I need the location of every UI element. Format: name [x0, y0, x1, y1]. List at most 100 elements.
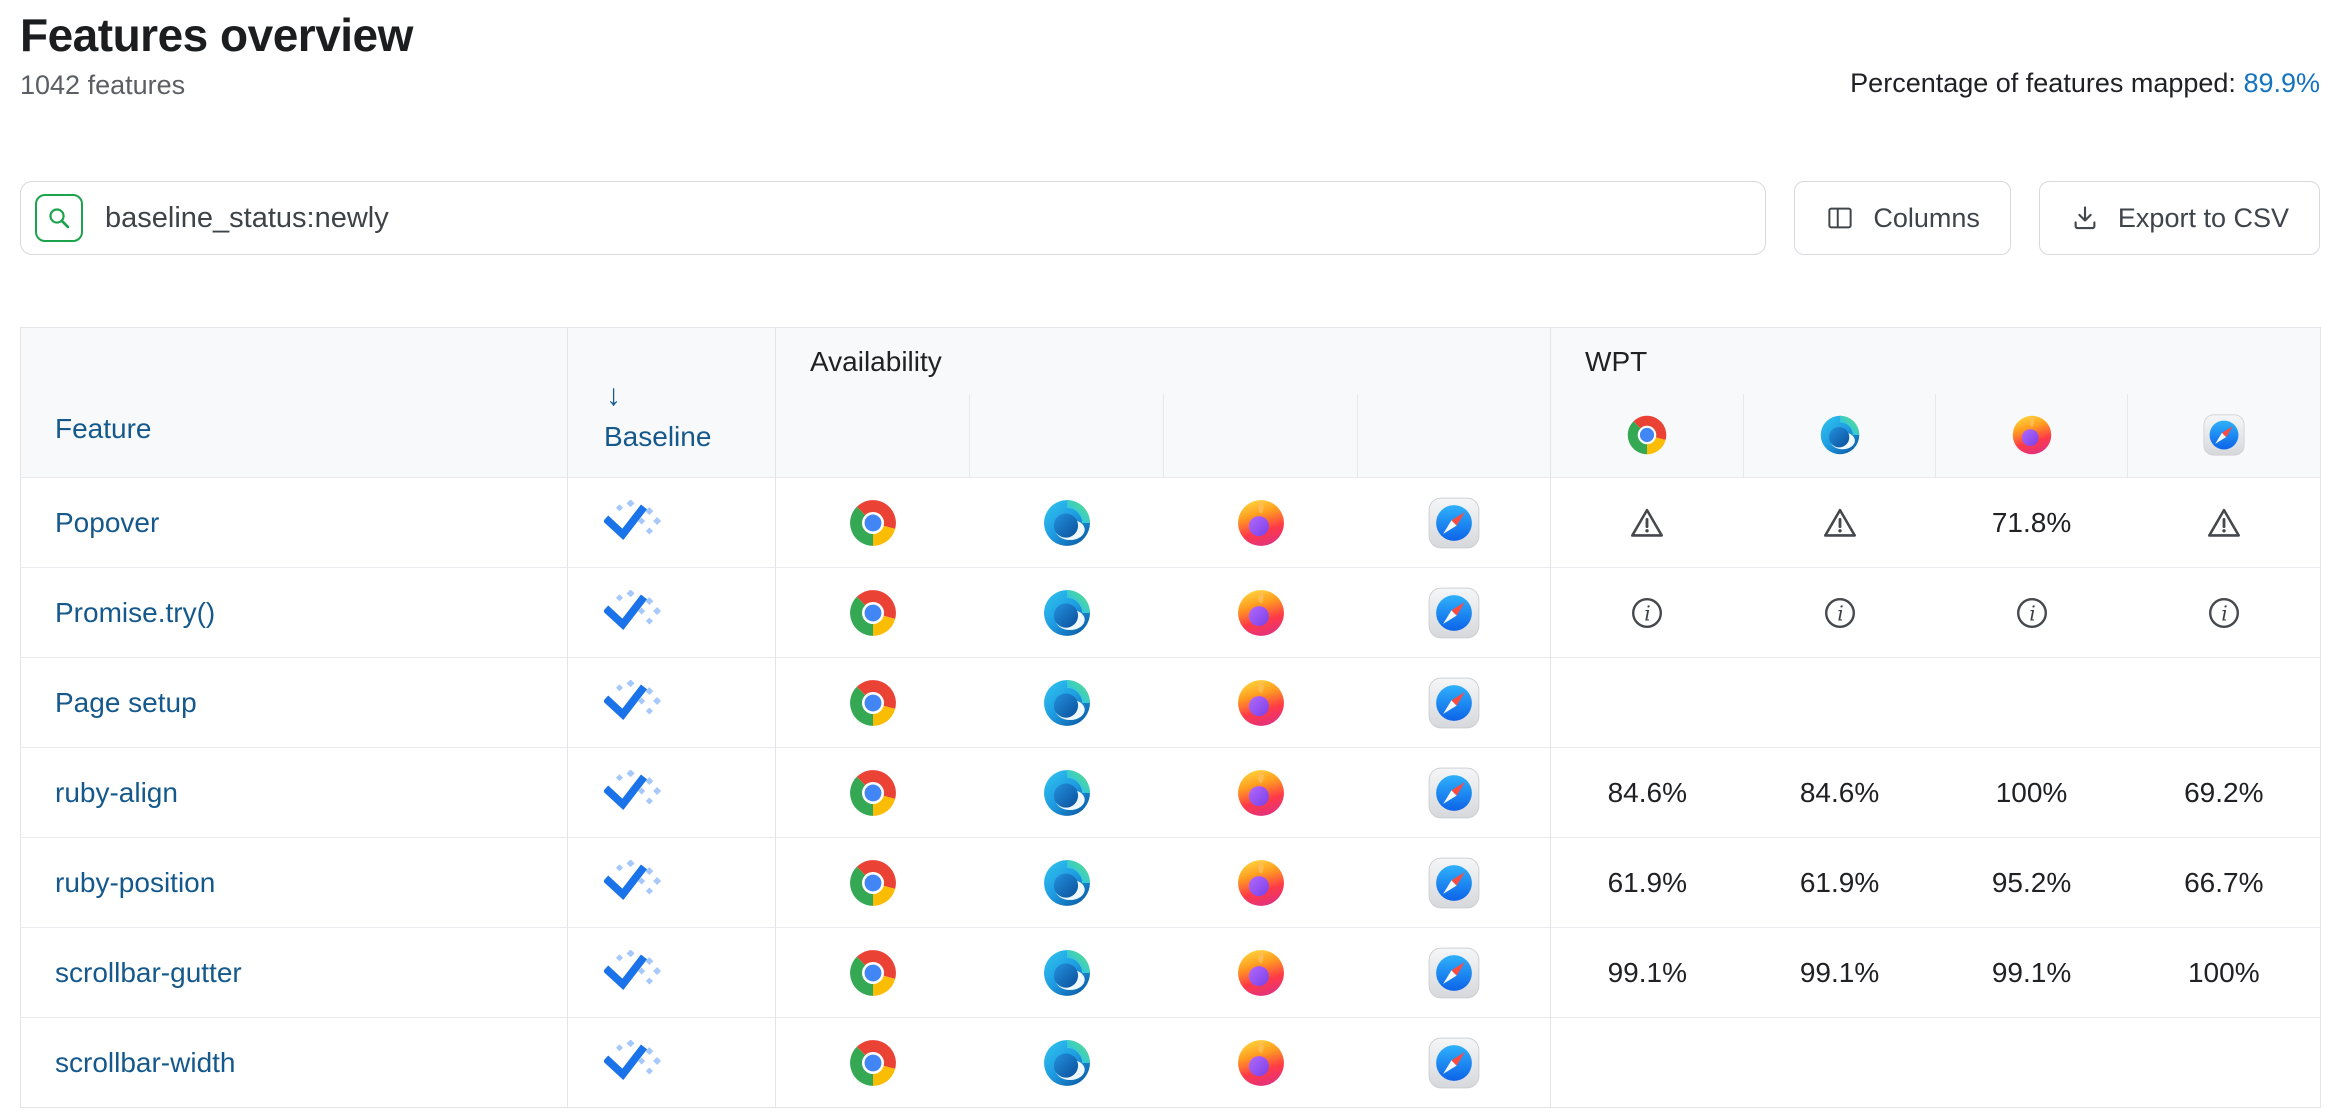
feature-cell: Popover: [20, 477, 568, 568]
feature-link[interactable]: Promise.try(): [55, 596, 216, 628]
availability-cell-safari: [1357, 657, 1551, 748]
baseline-status-cell: [567, 927, 776, 1018]
wpt-score-value: 99.1%: [1607, 956, 1687, 988]
columns-button[interactable]: Columns: [1794, 181, 2011, 255]
feature-link[interactable]: Page setup: [55, 686, 197, 718]
feature-cell: scrollbar-width: [20, 1017, 568, 1108]
wpt-score-cell: 99.1%: [1935, 927, 2128, 1018]
baseline-status-cell: [567, 477, 776, 568]
availability-cell-edge: [969, 657, 1164, 748]
warning-icon[interactable]: [1822, 505, 1858, 541]
wpt-group-header: WPT: [1550, 327, 2321, 394]
table-row: ruby-position 61.9% 61.9% 95.2% 66.7%: [20, 837, 2321, 928]
availability-cell-edge: [969, 477, 1164, 568]
availability-cell-chrome: [775, 657, 970, 748]
edge-icon: [1043, 859, 1090, 906]
baseline-newly-icon: [602, 949, 662, 991]
feature-count: 1042 features: [20, 70, 186, 100]
firefox-icon: [1237, 769, 1284, 816]
wpt-score-value: 84.6%: [1799, 776, 1880, 808]
wpt-score-cell: 61.9%: [1550, 837, 1744, 928]
wpt-score-cell: 100%: [1935, 747, 2128, 838]
availability-cell-safari: [1357, 567, 1551, 658]
firefox-icon: [1237, 1039, 1284, 1086]
wpt-score-value: 95.2%: [1991, 866, 2072, 898]
chrome-icon: [849, 499, 896, 546]
sub-header-row: [21, 393, 2321, 478]
chrome-icon: [849, 859, 896, 906]
feature-cell: ruby-position: [20, 837, 568, 928]
wpt-score-cell: [2127, 657, 2321, 748]
warning-icon[interactable]: [2206, 505, 2242, 541]
availability-subheader: [1356, 393, 1551, 478]
safari-icon: [1428, 497, 1480, 548]
availability-cell-firefox: [1163, 747, 1358, 838]
firefox-icon: [1237, 859, 1284, 906]
safari-icon: [1428, 1037, 1480, 1088]
search-input[interactable]: [105, 201, 1752, 235]
wpt-subheader-firefox: [1935, 393, 2128, 478]
firefox-icon: [1237, 499, 1284, 546]
availability-cell-chrome: [775, 747, 970, 838]
wpt-score-cell: 84.6%: [1743, 747, 1936, 838]
feature-link[interactable]: Popover: [55, 506, 160, 538]
chrome-icon: [849, 769, 896, 816]
mapped-stat-link[interactable]: 89.9%: [2243, 68, 2320, 98]
edge-icon: [1043, 679, 1090, 726]
info-icon[interactable]: i: [1629, 595, 1665, 631]
firefox-icon: [1237, 679, 1284, 726]
baseline-sort-link[interactable]: ↓ Baseline: [604, 381, 711, 453]
availability-cell-safari: [1357, 477, 1551, 568]
wpt-score-value: 61.9%: [1799, 866, 1880, 898]
wpt-score-cell: [1743, 1017, 1936, 1108]
svg-text:i: i: [1644, 601, 1650, 625]
availability-group-header: Availability: [774, 327, 1551, 394]
features-table-body: Popover: [20, 477, 2321, 1108]
title-block: Features overview 1042 features: [20, 8, 413, 101]
chrome-icon: [849, 1039, 896, 1086]
edge-icon: [1043, 949, 1090, 996]
table-row: ruby-align 84.6% 84.6% 100% 69.2%: [20, 747, 2321, 838]
search-box[interactable]: [20, 181, 1767, 255]
columns-button-label: Columns: [1873, 202, 1980, 233]
wpt-score-value: 100%: [1995, 776, 2068, 808]
firefox-icon: [2012, 416, 2051, 455]
feature-sort-link[interactable]: Feature: [55, 413, 152, 444]
warning-icon[interactable]: [1629, 505, 1665, 541]
availability-cell-edge: [969, 747, 1164, 838]
wpt-score-value: 61.9%: [1607, 866, 1687, 898]
wpt-score-cell: i: [2127, 567, 2321, 658]
feature-cell: Promise.try(): [20, 567, 568, 658]
wpt-subheader-safari: [2127, 393, 2321, 478]
edge-icon: [1043, 769, 1090, 816]
export-csv-button[interactable]: Export to CSV: [2038, 181, 2320, 255]
chrome-icon: [849, 949, 896, 996]
info-icon[interactable]: i: [2206, 595, 2242, 631]
baseline-status-cell: [567, 747, 776, 838]
feature-link[interactable]: scrollbar-gutter: [55, 956, 242, 988]
wpt-score-value: 99.1%: [1799, 956, 1880, 988]
availability-cell-safari: [1357, 747, 1551, 838]
availability-cell-edge: [969, 567, 1164, 658]
baseline-newly-icon: [602, 499, 662, 541]
availability-cell-safari: [1357, 1017, 1551, 1108]
table-row: Page setup: [20, 657, 2321, 748]
wpt-score-cell: [1550, 1017, 1744, 1108]
info-icon[interactable]: i: [2014, 595, 2050, 631]
availability-cell-firefox: [1163, 837, 1358, 928]
feature-link[interactable]: ruby-position: [55, 866, 216, 898]
safari-icon: [1428, 947, 1480, 998]
search-icon-badge[interactable]: [35, 194, 83, 242]
wpt-score-cell: [2127, 477, 2321, 568]
feature-link[interactable]: ruby-align: [55, 776, 178, 808]
safari-icon: [1428, 767, 1480, 818]
info-icon[interactable]: i: [1822, 595, 1858, 631]
baseline-newly-icon: [602, 769, 662, 811]
wpt-score-value: 99.1%: [1991, 956, 2072, 988]
availability-cell-firefox: [1163, 657, 1358, 748]
wpt-score-cell: [1935, 657, 2128, 748]
toolbar: Columns Export to CSV: [20, 181, 2320, 255]
feature-link[interactable]: scrollbar-width: [55, 1046, 236, 1078]
wpt-score-cell: i: [1550, 567, 1744, 658]
download-icon: [2074, 206, 2096, 230]
